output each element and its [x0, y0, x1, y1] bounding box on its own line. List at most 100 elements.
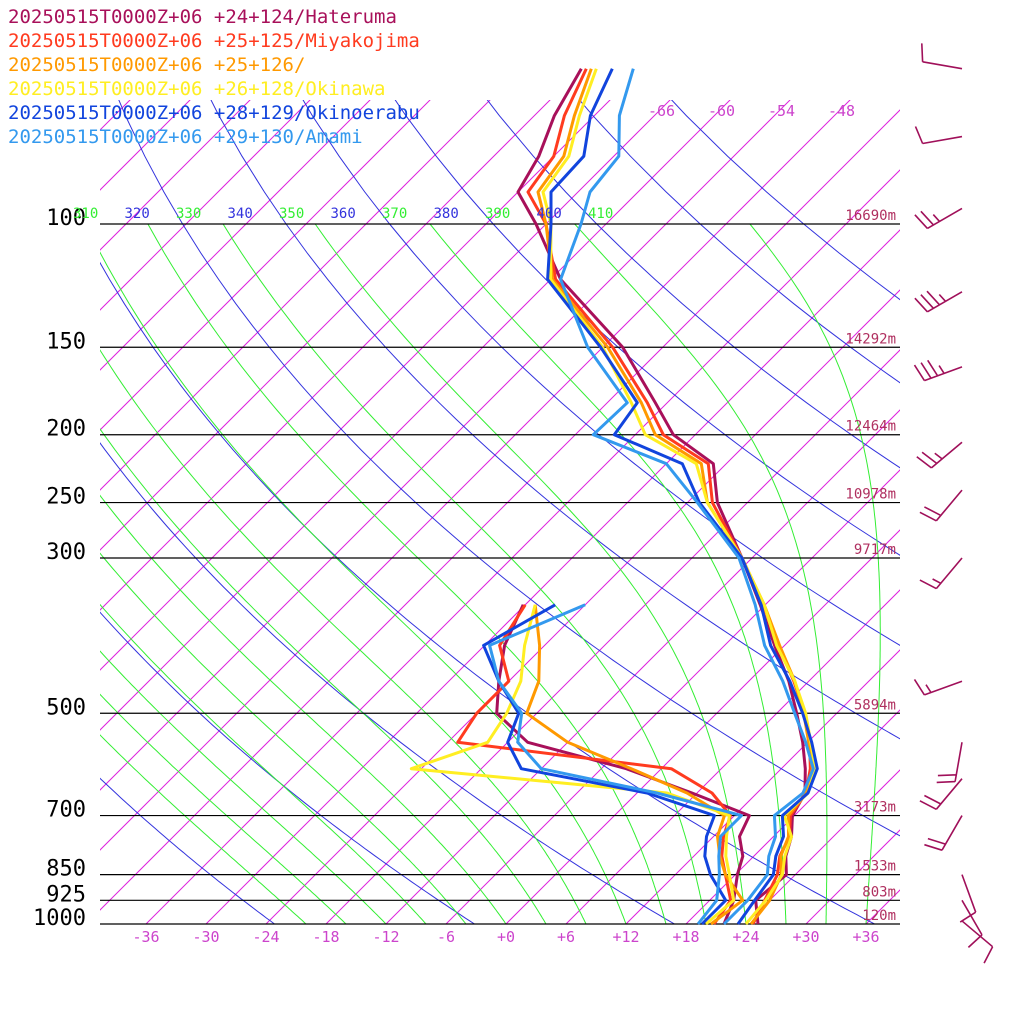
- temperature-tick-label: -36: [132, 928, 159, 946]
- wind-barb: [936, 742, 963, 784]
- pressure-label: 1000: [33, 906, 86, 931]
- pressure-label: 200: [46, 417, 86, 442]
- isotherm-line: [805, 829, 900, 924]
- isotherm-line: [325, 349, 900, 924]
- dry-adiabat-line: [486, 100, 900, 469]
- temperature-tick-label: -18: [312, 928, 339, 946]
- temperature-tick-label: -12: [372, 928, 399, 946]
- theta-label: 390: [485, 206, 510, 222]
- temperature-tick-label: +24: [732, 928, 759, 946]
- isotherm-line: [100, 100, 611, 611]
- temperature-tick-label: -6: [437, 928, 455, 946]
- height-label: 1533m: [854, 859, 896, 875]
- isotherm-line: [100, 100, 371, 371]
- dry-adiabat-line: [210, 100, 900, 740]
- wind-barb: [961, 899, 983, 948]
- isotherm-line: [145, 169, 900, 924]
- legend-entry: 20250515T0000Z+06 +24+124/Hateruma: [8, 6, 397, 28]
- pressure-label: 925: [46, 882, 86, 907]
- dry-adiabat-line: [100, 777, 276, 924]
- legend-entry: 20250515T0000Z+06 +28+129/Okinoerabu: [8, 102, 420, 124]
- legend-entry: 20250515T0000Z+06 +26+128/Okinawa: [8, 78, 386, 100]
- temperature-trace: [541, 68, 817, 925]
- temperature-trace: [559, 68, 815, 926]
- isotherm-line: [926, 93, 1024, 924]
- isotherm-line: [100, 109, 900, 911]
- isotherm-line: [100, 100, 731, 731]
- upper-temperature-label: -48: [828, 102, 855, 120]
- pressure-label: 100: [46, 206, 86, 231]
- height-label: 803m: [862, 884, 896, 900]
- isotherm-line: [745, 769, 900, 924]
- theta-label: 370: [382, 206, 407, 222]
- isotherm-line: [385, 409, 900, 924]
- isotherm-line: [100, 100, 491, 491]
- isobar-lines: [100, 223, 900, 925]
- pressure-label: 150: [46, 329, 86, 354]
- axis-labels: 100 16690m 150 14292m 200 12464m 250 10978m 300 9…: [33, 102, 896, 946]
- isotherm-line: [205, 229, 900, 924]
- dry-adiabat-line: [100, 442, 676, 924]
- upper-temperature-label: -54: [768, 102, 795, 120]
- wind-barb: [916, 441, 963, 469]
- moist-adiabat-line: [100, 251, 627, 924]
- isotherm-line: [100, 100, 311, 311]
- wind-barb: [913, 359, 963, 382]
- isotherm-line: [100, 100, 791, 791]
- theta-label: 360: [331, 206, 356, 222]
- temperature-trace: [546, 68, 819, 925]
- wind-barbs: [913, 43, 994, 964]
- moist-adiabat-line: [222, 223, 707, 924]
- dewpoint-trace: [488, 603, 743, 925]
- isotherm-line: [0, 93, 17, 924]
- temperature-tick-label: -24: [252, 928, 279, 946]
- isotherm-line: [625, 649, 900, 924]
- theta-label: 340: [228, 206, 253, 222]
- isotherm-line: [565, 589, 900, 924]
- legend: 20250515T0000Z+06 +24+124/Hateruma202505…: [8, 6, 420, 148]
- wind-barb: [914, 207, 963, 230]
- wind-barb: [919, 778, 963, 811]
- dry-adiabat-line: [394, 100, 900, 556]
- temperature-tick-label: +0: [497, 928, 515, 946]
- temperature-tick-label: +18: [672, 928, 699, 946]
- height-label: 10978m: [845, 487, 896, 503]
- wind-barb: [913, 678, 963, 696]
- isotherm-lines: [0, 93, 1024, 924]
- isotherm-line: [265, 289, 900, 924]
- temperature-tick-label: +12: [612, 928, 639, 946]
- dry-adiabat-line: [118, 100, 900, 837]
- wind-barb: [919, 489, 963, 522]
- wind-barb: [961, 920, 994, 964]
- isotherm-line: [100, 100, 851, 851]
- height-label: 3173m: [854, 800, 896, 816]
- theta-label: 410: [588, 206, 613, 222]
- wind-barb: [914, 290, 963, 313]
- legend-entry: 20250515T0000Z+06 +25+126/: [8, 54, 305, 76]
- theta-label: 400: [537, 206, 562, 222]
- wind-barb: [924, 815, 963, 851]
- theta-label: 320: [125, 206, 150, 222]
- dry-adiabat-line: [100, 611, 476, 924]
- isotherm-line: [505, 529, 900, 924]
- upper-temperature-label: -66: [648, 102, 675, 120]
- temperature-tick-label: -30: [192, 928, 219, 946]
- pressure-label: 850: [46, 857, 86, 882]
- legend-entry: 20250515T0000Z+06 +29+130/Amami: [8, 126, 363, 148]
- theta-label: 330: [176, 206, 201, 222]
- moist-adiabat-line: [100, 349, 587, 924]
- temperature-tick-label: +36: [852, 928, 879, 946]
- temperature-tick-label: +6: [557, 928, 575, 946]
- height-label: 5894m: [854, 697, 896, 713]
- wind-barb: [919, 557, 963, 590]
- height-label: 120m: [862, 908, 896, 924]
- pressure-label: 250: [46, 485, 86, 510]
- isotherm-line: [685, 709, 900, 924]
- height-label: 14292m: [845, 331, 896, 347]
- isotherm-line: [100, 100, 551, 551]
- theta-label: 380: [434, 206, 459, 222]
- legend-entry: 20250515T0000Z+06 +25+125/Miyakojima: [8, 30, 420, 52]
- height-label: 16690m: [845, 208, 896, 224]
- theta-label: 310: [73, 206, 98, 222]
- pressure-label: 300: [46, 540, 86, 565]
